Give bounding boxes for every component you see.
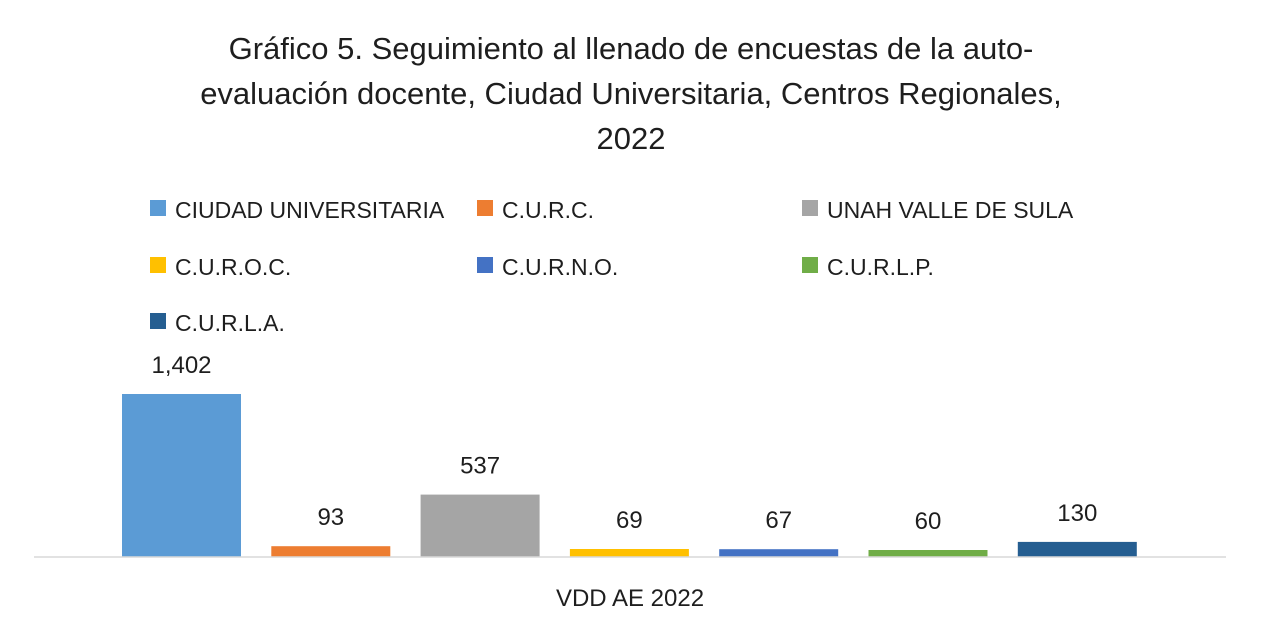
data-label: 537 (460, 453, 500, 480)
legend-swatch (802, 200, 818, 216)
legend-item: UNAH VALLE DE SULA (802, 197, 1074, 223)
legend-item: CIUDAD UNIVERSITARIA (150, 197, 445, 223)
legend-label: CIUDAD UNIVERSITARIA (175, 197, 445, 223)
chart-legend: CIUDAD UNIVERSITARIA C.U.R.C. UNAH VALLE D… (150, 197, 1074, 336)
legend-label: C.U.R.N.O. (502, 254, 618, 280)
bar (569, 549, 689, 557)
legend-item: C.U.R.L.P. (802, 254, 934, 280)
legend-item: C.U.R.C. (477, 197, 594, 223)
legend-swatch (477, 257, 493, 273)
x-axis-category-label: VDD AE 2022 (556, 585, 704, 612)
legend-label: C.U.R.L.A. (175, 310, 285, 336)
legend-swatch (150, 200, 166, 216)
legend-label: C.U.R.O.C. (175, 254, 291, 280)
chart-title-line-3: 2022 (596, 121, 666, 156)
legend-item: C.U.R.L.A. (150, 310, 285, 336)
chart-title: Gráfico 5. Seguimiento al llenado de enc… (0, 26, 1262, 161)
legend-label: UNAH VALLE DE SULA (827, 197, 1074, 223)
legend-item: C.U.R.O.C. (150, 254, 291, 280)
bar (271, 546, 391, 557)
plot-area: 1,402 93 537 69 67 60 130 (122, 352, 1137, 557)
legend-swatch (477, 200, 493, 216)
legend-swatch (802, 257, 818, 273)
legend-label: C.U.R.C. (502, 197, 594, 223)
legend-swatch (150, 257, 166, 273)
bar (1017, 541, 1137, 557)
bar (122, 394, 241, 557)
data-label: 1,402 (151, 352, 211, 379)
bar (719, 549, 839, 557)
data-label: 93 (317, 504, 344, 531)
bar (868, 550, 988, 557)
data-label: 69 (616, 507, 643, 534)
bar (420, 494, 540, 557)
chart-title-line-2: evaluación docente, Ciudad Universitaria… (200, 76, 1062, 111)
chart-title-line-1: Gráfico 5. Seguimiento al llenado de enc… (228, 31, 1034, 66)
legend-swatch (150, 313, 166, 329)
data-label: 130 (1057, 500, 1097, 527)
legend-label: C.U.R.L.P. (827, 254, 934, 280)
legend-item: C.U.R.N.O. (477, 254, 618, 280)
data-label: 60 (915, 508, 942, 535)
data-label: 67 (765, 507, 792, 534)
